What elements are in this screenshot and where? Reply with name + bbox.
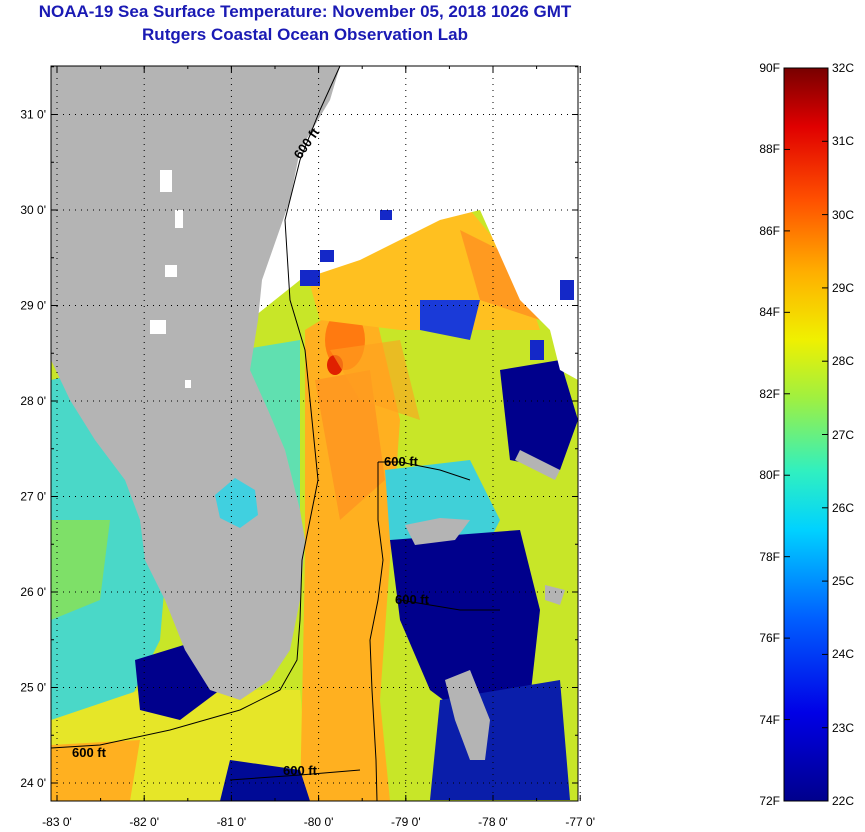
colorbar-celsius-label: 31C <box>832 134 855 149</box>
longitude-label: -79 0' <box>391 815 421 829</box>
isobath-label: 600 ft <box>283 763 318 778</box>
bahamas-andros-north <box>405 518 470 545</box>
colorbar-celsius-label: 27C <box>832 427 855 442</box>
longitude-labels: -83 0' -82 0' -81 0' -80 0' -79 0' -78 0' -77 … <box>42 815 595 829</box>
longitude-label: -82 0' <box>129 815 159 829</box>
colorbar-celsius-label: 29C <box>832 280 855 295</box>
lake-okeechobee <box>215 478 258 528</box>
bahamas-andros <box>445 670 490 760</box>
latitude-label: 27 0' <box>20 490 46 504</box>
latitude-label: 28 0' <box>20 394 46 408</box>
longitude-label: -81 0' <box>217 815 247 829</box>
isobath-label: 600 ft <box>72 745 107 760</box>
colorbar-ticks <box>784 67 828 802</box>
latitude-label: 30 0' <box>20 203 46 217</box>
graticule <box>51 66 581 801</box>
longitude-label: -78 0' <box>478 815 508 829</box>
map-frame <box>50 65 579 802</box>
colorbar-celsius-label: 26C <box>832 500 855 515</box>
colorbar-fahrenheit-label: 76F <box>759 631 780 646</box>
map-subtitle: Rutgers Coastal Ocean Observation Lab <box>142 25 468 44</box>
colorbar-fahrenheit-label: 90F <box>759 61 780 75</box>
florida-land <box>51 66 340 700</box>
map-title: NOAA-19 Sea Surface Temperature: Novembe… <box>38 2 572 21</box>
longitude-label: -80 0' <box>304 815 334 829</box>
latitude-labels: 31 0' 30 0' 29 0' 28 0' 27 0' 26 0' 25 0' 24 0' <box>20 108 46 791</box>
colorbar-fahrenheit-label: 88F <box>759 142 780 157</box>
colorbar-fahrenheit-label: 80F <box>759 468 780 483</box>
latitude-label: 29 0' <box>20 299 46 313</box>
longitude-label: -83 0' <box>42 815 72 829</box>
isobath-label: 600 ft <box>395 592 430 607</box>
colorbar-fahrenheit-label: 74F <box>759 712 780 727</box>
colorbar-celsius-label: 28C <box>832 354 855 369</box>
colorbar-fahrenheit-label: 82F <box>759 386 780 401</box>
colorbar-fahrenheit-label: 86F <box>759 223 780 238</box>
colorbar-celsius-label: 24C <box>832 647 855 662</box>
longitude-label: -77 0' <box>565 815 595 829</box>
latitude-label: 25 0' <box>20 681 46 695</box>
latitude-label: 26 0' <box>20 585 46 599</box>
colorbar <box>783 67 829 802</box>
colorbar-celsius-label: 32C <box>832 61 855 75</box>
colorbar-fahrenheit-label: 78F <box>759 549 780 564</box>
colorbar-celsius-label: 25C <box>832 574 855 589</box>
colorbar-fahrenheit-label: 84F <box>759 305 780 320</box>
sst-map <box>51 66 578 801</box>
colorbar-celsius-label: 23C <box>832 720 855 735</box>
latitude-label: 31 0' <box>20 108 46 122</box>
colorbar-fahrenheit-label: 72F <box>759 794 780 808</box>
isobath-label: 600 ft <box>384 454 419 469</box>
latitude-label: 24 0' <box>20 776 46 790</box>
colorbar-celsius-label: 30C <box>832 207 855 222</box>
colorbar-celsius-label: 22C <box>832 794 855 808</box>
isobath-lines <box>51 66 500 801</box>
cold-patch-bahamas <box>390 530 540 720</box>
